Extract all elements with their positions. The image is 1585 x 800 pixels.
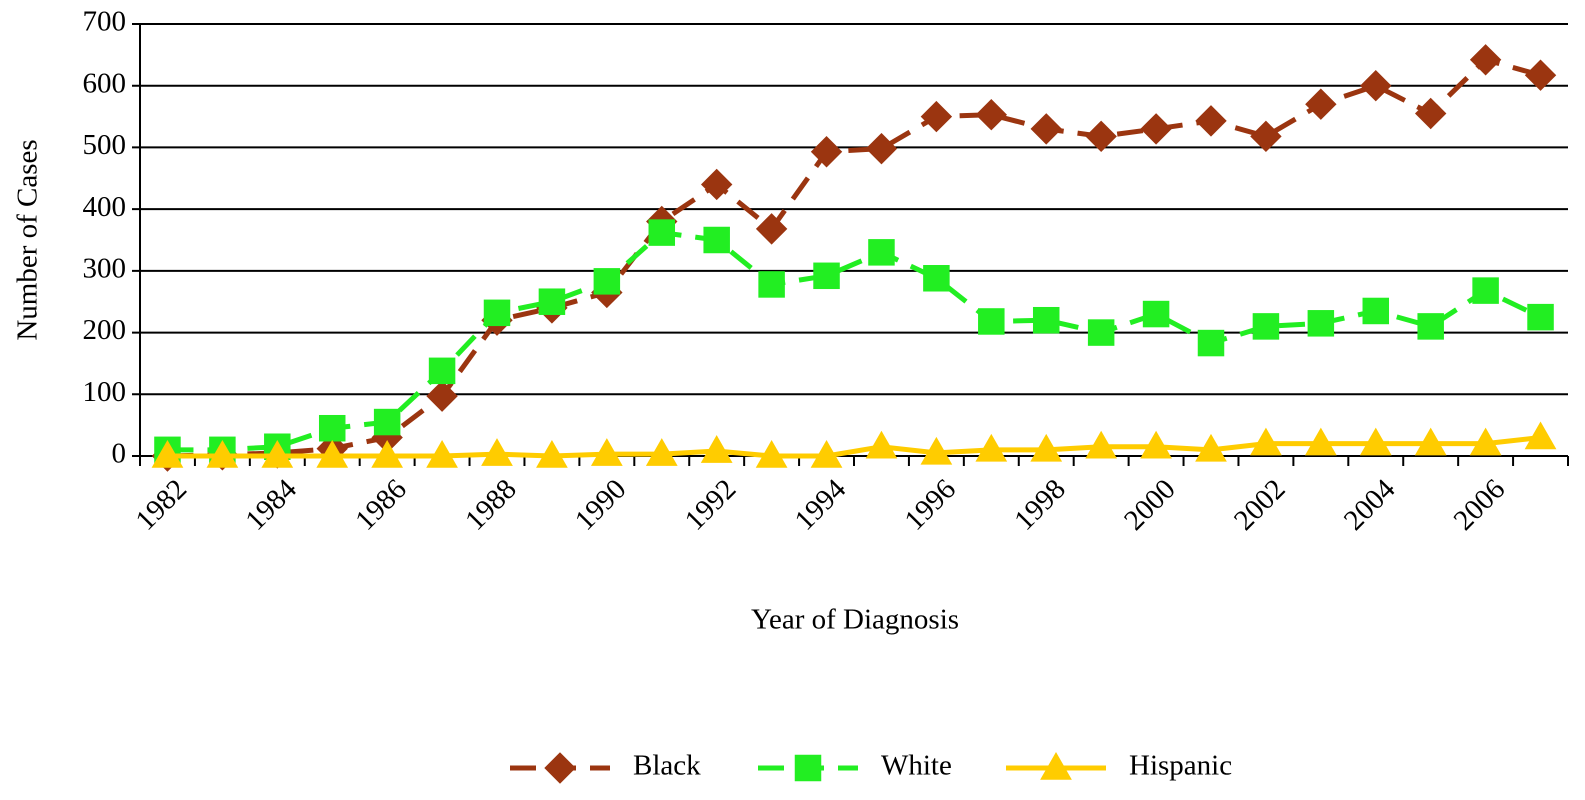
marker bbox=[758, 271, 785, 298]
marker bbox=[151, 439, 184, 468]
x-tick-label: 1998 bbox=[1008, 473, 1072, 537]
marker bbox=[373, 408, 401, 436]
x-axis-title: Year of Diagnosis bbox=[751, 604, 959, 636]
legend-label: Hispanic bbox=[1129, 750, 1232, 782]
marker bbox=[810, 136, 843, 168]
x-tick-label: 2006 bbox=[1448, 473, 1512, 537]
series-line bbox=[167, 56, 1542, 459]
marker bbox=[1250, 427, 1282, 456]
marker bbox=[975, 433, 1008, 462]
marker bbox=[206, 439, 239, 468]
marker bbox=[1469, 427, 1502, 456]
marker bbox=[483, 299, 511, 327]
marker bbox=[1359, 427, 1392, 456]
marker bbox=[1087, 319, 1115, 346]
x-tick-label: 1984 bbox=[239, 473, 303, 537]
marker bbox=[316, 439, 349, 468]
y-tick-label: 100 bbox=[83, 376, 127, 408]
legend-label: Black bbox=[633, 750, 701, 782]
marker bbox=[428, 357, 456, 385]
y-tick-label: 500 bbox=[83, 129, 127, 161]
marker bbox=[590, 438, 623, 466]
marker bbox=[794, 754, 822, 782]
marker bbox=[1197, 329, 1225, 357]
marker bbox=[536, 439, 568, 468]
marker bbox=[1524, 59, 1557, 91]
marker bbox=[703, 226, 730, 254]
x-tick-label: 2004 bbox=[1338, 473, 1402, 537]
marker bbox=[645, 438, 678, 466]
marker bbox=[975, 99, 1008, 131]
marker bbox=[920, 100, 953, 133]
marker bbox=[920, 436, 953, 465]
x-tick-label: 1986 bbox=[349, 473, 413, 537]
marker bbox=[1414, 97, 1447, 130]
marker bbox=[1085, 430, 1118, 459]
x-tick-label: 1990 bbox=[569, 473, 633, 537]
marker bbox=[538, 288, 566, 315]
marker bbox=[1417, 313, 1444, 340]
y-tick-label: 400 bbox=[83, 191, 127, 223]
marker bbox=[1142, 300, 1170, 328]
x-tick-label: 1988 bbox=[459, 473, 523, 537]
x-tick-label: 1982 bbox=[129, 473, 193, 537]
marker bbox=[978, 308, 1005, 335]
marker bbox=[865, 132, 898, 165]
marker bbox=[1472, 277, 1499, 304]
marker bbox=[755, 439, 788, 468]
y-tick-label: 600 bbox=[83, 67, 127, 99]
marker bbox=[865, 430, 898, 459]
marker bbox=[923, 265, 950, 292]
y-tick-label: 300 bbox=[83, 253, 127, 285]
series-line bbox=[167, 435, 1541, 459]
marker bbox=[1032, 306, 1060, 334]
marker bbox=[481, 438, 513, 466]
marker bbox=[1030, 433, 1063, 462]
marker bbox=[1140, 113, 1172, 145]
marker bbox=[1527, 303, 1554, 331]
marker bbox=[1252, 313, 1280, 340]
y-tick-label: 200 bbox=[83, 314, 127, 346]
marker bbox=[1195, 433, 1227, 462]
marker bbox=[648, 219, 676, 246]
marker bbox=[700, 168, 733, 201]
marker bbox=[1414, 427, 1447, 456]
marker bbox=[813, 262, 840, 290]
series-line bbox=[167, 229, 1542, 453]
marker bbox=[1304, 427, 1337, 456]
marker bbox=[1362, 297, 1390, 325]
marker bbox=[755, 213, 788, 245]
marker bbox=[1305, 88, 1337, 120]
x-tick-label: 1992 bbox=[679, 473, 743, 537]
x-tick-label: 2000 bbox=[1118, 473, 1182, 537]
marker bbox=[1360, 70, 1392, 102]
marker bbox=[1195, 105, 1227, 137]
marker bbox=[1040, 751, 1072, 780]
marker bbox=[318, 414, 346, 442]
marker bbox=[1085, 120, 1117, 153]
marker bbox=[1030, 113, 1062, 145]
legend-label: White bbox=[881, 750, 952, 782]
marker bbox=[426, 380, 458, 412]
marker bbox=[1140, 430, 1172, 459]
marker bbox=[1250, 120, 1282, 153]
marker bbox=[426, 439, 458, 468]
marker bbox=[868, 239, 895, 266]
marker bbox=[544, 752, 576, 784]
x-tick-label: 1994 bbox=[789, 473, 853, 537]
x-tick-label: 2002 bbox=[1228, 473, 1292, 537]
marker bbox=[1524, 421, 1557, 450]
marker bbox=[1469, 44, 1502, 76]
marker bbox=[1307, 310, 1335, 337]
y-tick-label: 0 bbox=[112, 438, 127, 470]
x-tick-label: 1996 bbox=[898, 473, 962, 537]
marker bbox=[371, 439, 404, 468]
marker bbox=[593, 268, 621, 295]
marker bbox=[700, 435, 733, 463]
marker bbox=[261, 439, 294, 468]
y-axis-title: Number of Cases bbox=[12, 139, 44, 340]
marker bbox=[810, 439, 843, 468]
y-tick-label: 700 bbox=[83, 6, 127, 38]
